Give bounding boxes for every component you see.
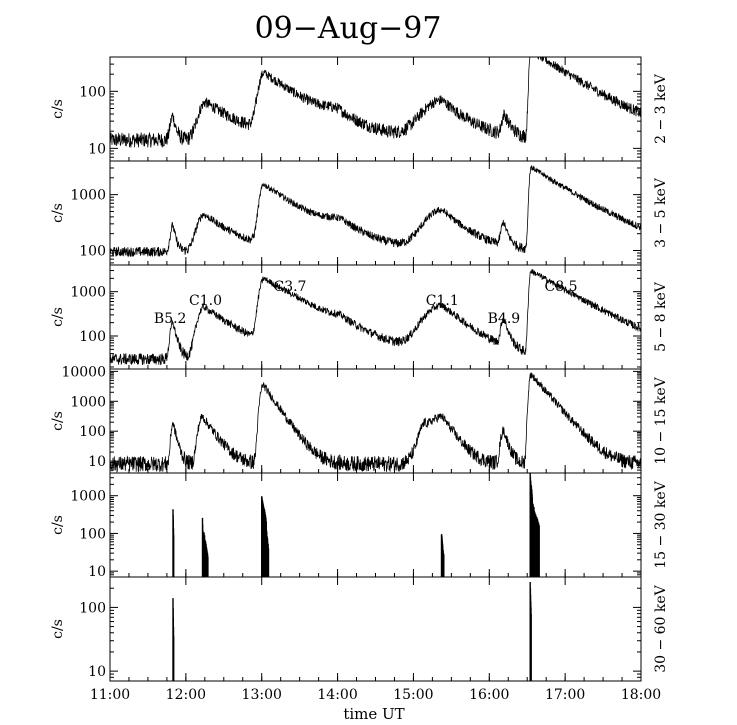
flare-class-label: C3.7 [273,279,306,295]
y-tick-label: 1000 [70,188,106,204]
burst-series [440,534,445,577]
y-tick-label: 10 [88,564,106,580]
panel-6: 10 100 c/s 30 − 60 keV [50,576,669,682]
lightcurve-series [110,57,641,148]
y-tick-label: 100 [79,600,106,616]
energy-band-label: 5 − 8 keV [653,281,669,352]
energy-band-label: 3 − 5 keV [653,177,669,248]
panel-frame [109,472,642,578]
y-tick-label: 100 [79,243,106,259]
x-tick-label: 16:00 [469,687,509,703]
lightcurve-series [110,372,641,473]
panel-4: 10 100 1000 10000 c/s 10 − 15 keV [50,364,669,474]
flare-class-label: B5.2 [154,311,187,327]
y-tick-label: 100 [79,526,106,542]
y-tick-label: 100 [79,84,106,100]
energy-band-label: 2 − 3 keV [653,73,669,144]
y-axis-label: c/s [50,619,66,639]
burst-series [265,527,270,577]
y-tick-label: 10000 [61,364,106,380]
y-tick-label: 10 [88,454,106,470]
x-tick-label: 14:00 [317,687,357,703]
x-axis: 11:00 12:00 13:00 14:00 15:00 16:00 17:00 18:00 [90,687,661,703]
y-axis-label: c/s [50,411,66,431]
y-tick-label: 1000 [70,489,106,505]
y-tick-label: 1000 [70,394,106,410]
energy-band-label: 30 − 60 keV [653,584,669,672]
y-tick-label: 10 [88,141,106,157]
burst-series [203,532,209,577]
y-axis-label: c/s [50,307,66,327]
y-axis-label: c/s [50,515,66,535]
x-axis-label: time UT [343,705,404,723]
energy-band-label: 15 − 30 keV [653,480,669,568]
x-tick-label: 12:00 [166,687,206,703]
flare-class-label: C1.1 [426,293,459,309]
flare-class-label: B4.9 [488,311,521,327]
panel-frame [109,576,642,682]
x-tick-label: 17:00 [545,687,585,703]
flare-class-label: C1.0 [189,293,222,309]
chart-title: 09−Aug−97 [255,11,442,46]
panel-1: 10 100 c/s 2 − 3 keV [50,56,669,162]
x-tick-label: 15:00 [393,687,433,703]
x-tick-label: 18:00 [621,687,661,703]
burst-series [529,582,532,681]
y-tick-label: 100 [79,329,106,345]
y-axis-label: c/s [50,99,66,119]
energy-band-label: 10 − 15 keV [653,376,669,464]
y-tick-label: 10 [88,664,106,680]
lightcurve-series [110,165,641,257]
burst-series [172,598,175,681]
flare-class-label: C8.5 [545,279,578,295]
x-tick-label: 13:00 [242,687,282,703]
lightcurve-series [110,269,641,366]
burst-series [201,517,204,577]
burst-series [531,502,540,577]
y-tick-label: 1000 [70,285,106,301]
y-axis-label: c/s [50,203,66,223]
burst-series [172,509,175,577]
x-tick-label: 11:00 [90,687,130,703]
panel-frame [109,160,642,266]
y-tick-label: 100 [79,424,106,440]
